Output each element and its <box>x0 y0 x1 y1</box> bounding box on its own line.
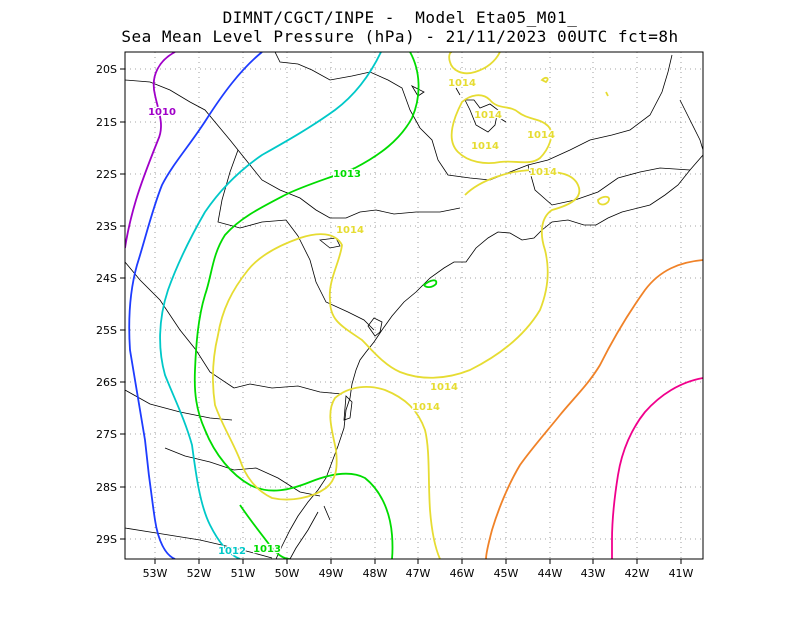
contour-label: 1013 <box>253 544 281 555</box>
isobar-1017 <box>611 377 703 559</box>
lon-tick-label: 45W <box>494 567 519 580</box>
atlantic-coastline <box>275 154 703 559</box>
contour-label: 1014 <box>336 225 364 236</box>
contour-label: 1014 <box>474 110 502 121</box>
sp-mg-border <box>274 52 673 181</box>
lon-tick-label: 46W <box>450 567 475 580</box>
contour-label: 1014 <box>448 78 476 89</box>
pr-sc-border <box>233 383 343 395</box>
lon-tick-label: 47W <box>406 567 431 580</box>
pr-sp-border <box>297 235 375 331</box>
sc-rs-border <box>164 447 321 497</box>
lake-west <box>319 237 341 249</box>
lon-tick-label: 51W <box>231 567 256 580</box>
contour-label: 1014 <box>529 167 557 178</box>
isobar-1013 <box>193 52 420 559</box>
lat-tick-label: 22S <box>96 168 117 181</box>
contour-label: 1014 <box>527 130 555 141</box>
lon-tick-label: 49W <box>319 567 344 580</box>
lat-tick-label: 21S <box>96 116 117 129</box>
map-title-line2: Sea Mean Level Pressure (hPa) - 21/11/20… <box>121 27 679 46</box>
mg-rj-border <box>527 164 691 206</box>
isobar-1014-small <box>540 76 610 206</box>
lat-tick-label: 28S <box>96 481 117 494</box>
isobar-1014-cluster <box>450 94 553 165</box>
map-title-line1: DIMNT/CGCT/INPE - Model Eta05_M01_ <box>222 8 578 27</box>
florianopolis-island <box>343 395 353 421</box>
lon-tick-label: 50W <box>275 567 300 580</box>
contour-label: 1013 <box>333 169 361 180</box>
es-border <box>679 99 703 151</box>
lat-tick-label: 27S <box>96 428 117 441</box>
lat-tick-label: 29S <box>96 533 117 546</box>
contour-labels: 1010 1013 1014 1014 1014 1014 1014 1014 1014 1014… <box>147 77 558 559</box>
latitude-axis: 20S 21S 22S 23S 24S 25S 26S 27S 28S 29S <box>96 63 125 546</box>
lon-tick-label: 48W <box>363 567 388 580</box>
lon-tick-label: 52W <box>187 567 212 580</box>
lon-tick-label: 43W <box>581 567 606 580</box>
contour-label: 1014 <box>471 141 499 152</box>
contour-label: 1014 <box>412 402 440 413</box>
lon-tick-label: 42W <box>625 567 650 580</box>
isobar-1013-cell <box>422 279 438 289</box>
ms-pr-border <box>217 149 299 237</box>
isobar-1014 <box>448 52 501 75</box>
lon-tick-label: 53W <box>143 567 168 580</box>
lagoa-dos-patos <box>289 505 331 559</box>
ms-sp-border <box>237 149 461 219</box>
contour-label: 1012 <box>218 546 246 557</box>
lat-tick-label: 26S <box>96 376 117 389</box>
contour-label: 1014 <box>430 382 458 393</box>
paranagua-bay <box>367 317 383 337</box>
longitude-axis: 53W 52W 51W 50W 49W 48W 47W 46W 45W 44W 43W 42W 41W <box>143 559 694 580</box>
contour-label: 1010 <box>148 107 176 118</box>
isobars <box>125 52 703 559</box>
furnas-lake <box>455 87 507 133</box>
plot-frame <box>124 51 704 560</box>
uruguay-border <box>125 527 273 559</box>
lat-tick-label: 24S <box>96 272 117 285</box>
isobar-1013-lower <box>239 504 291 559</box>
isobar-1010 <box>125 52 176 249</box>
paraguay-border <box>125 261 235 389</box>
lat-tick-label: 25S <box>96 324 117 337</box>
lon-tick-label: 44W <box>538 567 563 580</box>
isobar-1011 <box>128 52 263 559</box>
isobar-1014-east <box>212 169 581 559</box>
lon-tick-label: 41W <box>669 567 694 580</box>
lat-tick-label: 23S <box>96 220 117 233</box>
isobar-1012 <box>159 52 382 559</box>
go-ms-border <box>125 79 239 151</box>
lat-tick-label: 20S <box>96 63 117 76</box>
isobar-1016 <box>485 259 703 559</box>
